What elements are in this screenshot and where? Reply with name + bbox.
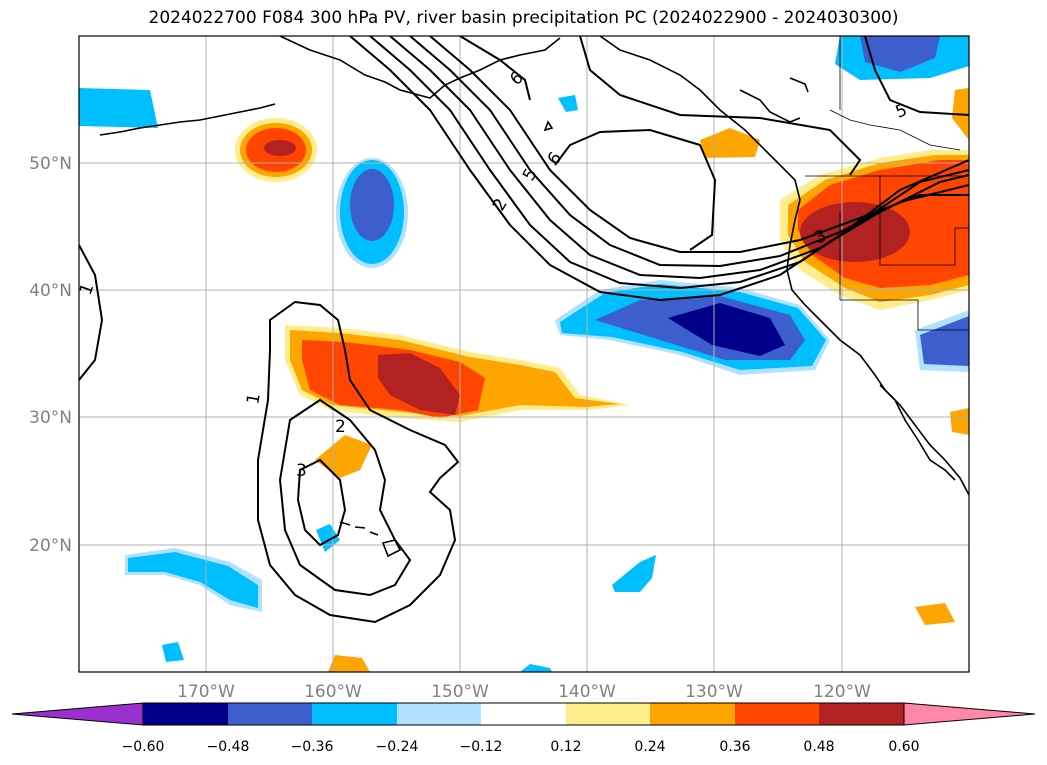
colorbar-label: 0.24 xyxy=(634,739,665,755)
colorbar-label: −0.48 xyxy=(207,739,250,755)
colorbar-bin xyxy=(735,703,819,725)
graticule xyxy=(79,36,969,672)
lon-label-150w: 150°W xyxy=(431,682,489,702)
colorbar-bin xyxy=(819,703,904,725)
colorbar-bin xyxy=(397,703,481,725)
colorbar-bin xyxy=(228,703,312,725)
lat-label-50: 50°N xyxy=(29,154,72,174)
colorbar-extend-low xyxy=(11,702,144,726)
colorbar-label: 0.60 xyxy=(888,739,919,755)
lon-label-160w: 160°W xyxy=(304,682,362,702)
colorbar-label: −0.60 xyxy=(122,739,165,755)
colorbar-bin xyxy=(312,703,397,725)
colorbar-label: −0.36 xyxy=(291,739,334,755)
colorbar-bin xyxy=(143,703,228,725)
colorbar-label: 0.48 xyxy=(803,739,834,755)
lon-label-130w: 130°W xyxy=(685,682,743,702)
pv-contours xyxy=(79,36,969,624)
colorbar: −0.60 −0.48 −0.36 −0.24 −0.12 0.12 0.24 … xyxy=(11,702,1036,755)
lat-label-40: 40°N xyxy=(29,281,72,301)
colorbar-bin xyxy=(650,703,735,725)
lon-label-170w: 170°W xyxy=(177,682,235,702)
contour-label: 3 xyxy=(296,461,307,481)
lat-label-30: 30°N xyxy=(29,408,72,428)
map-title: 2024022700 F084 300 hPa PV, river basin … xyxy=(148,8,899,28)
colorbar-label: −0.24 xyxy=(376,739,419,755)
colorbar-bin xyxy=(481,703,566,725)
contour-label: 1 xyxy=(243,392,265,406)
precip-shading xyxy=(79,36,969,672)
colorbar-extend-high xyxy=(903,702,1036,726)
lat-labels: 50°N 40°N 30°N 20°N xyxy=(29,154,72,556)
lon-label-140w: 140°W xyxy=(558,682,616,702)
lat-label-20: 20°N xyxy=(29,536,72,556)
contour-label: 2 xyxy=(335,417,346,437)
map-frame xyxy=(78,35,970,673)
colorbar-bin xyxy=(566,703,650,725)
lon-label-120w: 120°W xyxy=(813,682,871,702)
colorbar-label: −0.12 xyxy=(460,739,503,755)
colorbar-label: 0.12 xyxy=(550,739,581,755)
lon-labels: 170°W 160°W 150°W 140°W 130°W 120°W xyxy=(177,682,871,702)
coastlines xyxy=(99,36,969,558)
colorbar-label: 0.36 xyxy=(719,739,750,755)
